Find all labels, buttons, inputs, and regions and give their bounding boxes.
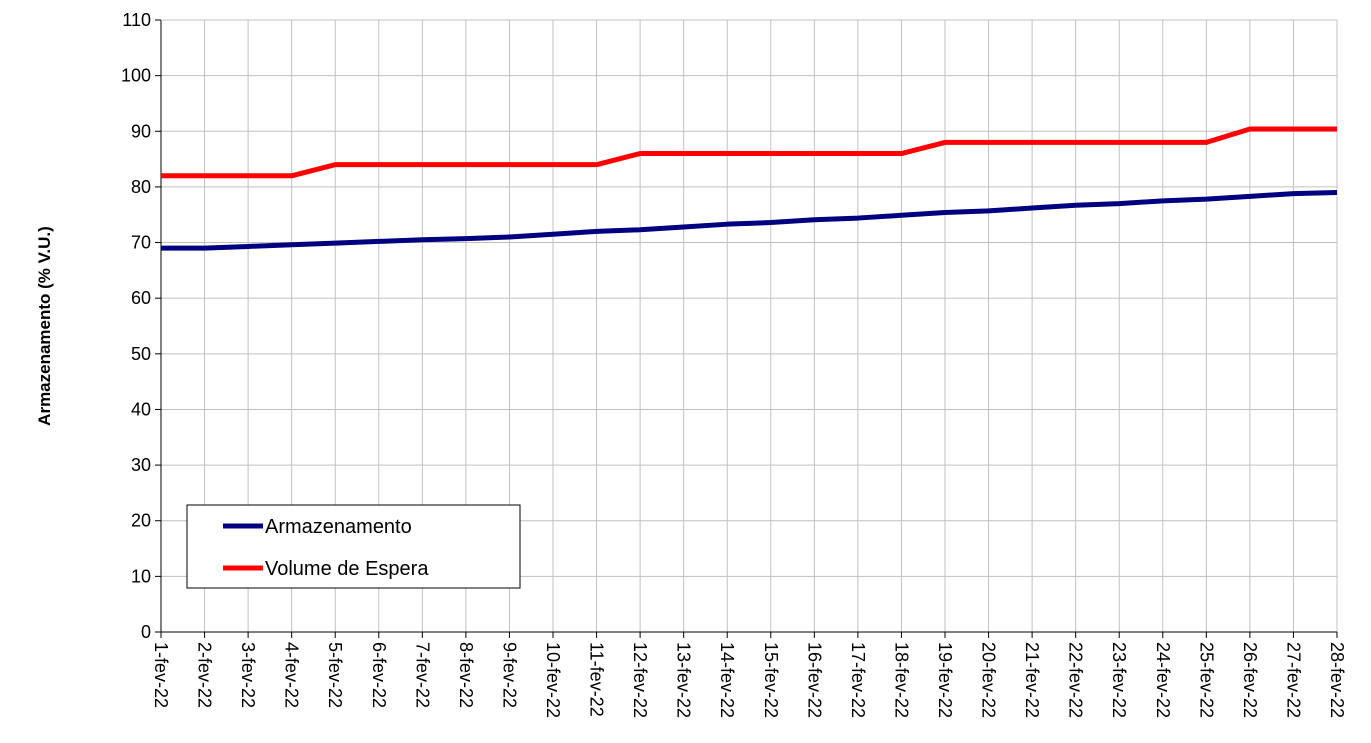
legend-label: Volume de Espera	[265, 558, 429, 580]
y-axis-label: Armazenamento (% V.U.)	[35, 226, 54, 426]
y-tick-label: 60	[131, 288, 151, 308]
x-tick-label: 5-fev-22	[325, 642, 345, 708]
x-tick-label: 21-fev-22	[1022, 642, 1042, 718]
x-tick-label: 10-fev-22	[543, 642, 563, 718]
y-tick-label: 40	[131, 399, 151, 419]
x-tick-label: 14-fev-22	[717, 642, 737, 718]
y-tick-label: 110	[122, 10, 151, 30]
x-tick-label: 6-fev-22	[369, 642, 389, 708]
x-tick-label: 23-fev-22	[1109, 642, 1129, 718]
legend-box	[186, 504, 521, 589]
x-tick-label: 8-fev-22	[456, 642, 476, 708]
x-tick-label: 17-fev-22	[848, 642, 868, 718]
line-series	[161, 126, 1337, 179]
y-tick-label: 90	[131, 121, 151, 141]
x-tick-label: 9-fev-22	[499, 642, 519, 708]
x-tick-label: 1-fev-22	[151, 642, 171, 708]
x-tick-label: 24-fev-22	[1153, 642, 1173, 718]
x-tick-label: 4-fev-22	[282, 642, 302, 708]
x-tick-label: 16-fev-22	[804, 642, 824, 718]
x-tick-label: 3-fev-22	[238, 642, 258, 708]
x-tick-label: 18-fev-22	[891, 642, 911, 718]
x-tick-label: 2-fev-22	[195, 642, 215, 708]
x-tick-label: 12-fev-22	[630, 642, 650, 718]
y-tick-label: 30	[131, 455, 151, 475]
x-tick-label: 19-fev-22	[935, 642, 955, 718]
x-tick-label: 15-fev-22	[761, 642, 781, 718]
line-series	[161, 189, 1338, 251]
x-tick-label: 28-fev-22	[1327, 642, 1347, 718]
y-tick-label: 0	[141, 622, 151, 642]
x-tick-label: 22-fev-22	[1066, 642, 1086, 718]
x-tick-label: 26-fev-22	[1240, 642, 1260, 718]
x-tick-label: 25-fev-22	[1196, 642, 1216, 718]
x-tick-label: 13-fev-22	[674, 642, 694, 718]
x-tick-label: 7-fev-22	[412, 642, 432, 708]
y-tick-label: 20	[131, 511, 151, 531]
legend-label: Armazenamento	[265, 516, 412, 538]
y-tick-label: 100	[121, 66, 151, 86]
y-tick-label: 10	[131, 566, 151, 586]
x-tick-label: 27-fev-22	[1283, 642, 1303, 718]
x-tick-label: 20-fev-22	[979, 642, 999, 718]
y-tick-label: 80	[131, 177, 151, 197]
y-tick-label: 50	[131, 344, 151, 364]
y-tick-label: 70	[131, 233, 151, 253]
x-tick-label: 11-fev-22	[587, 642, 607, 717]
